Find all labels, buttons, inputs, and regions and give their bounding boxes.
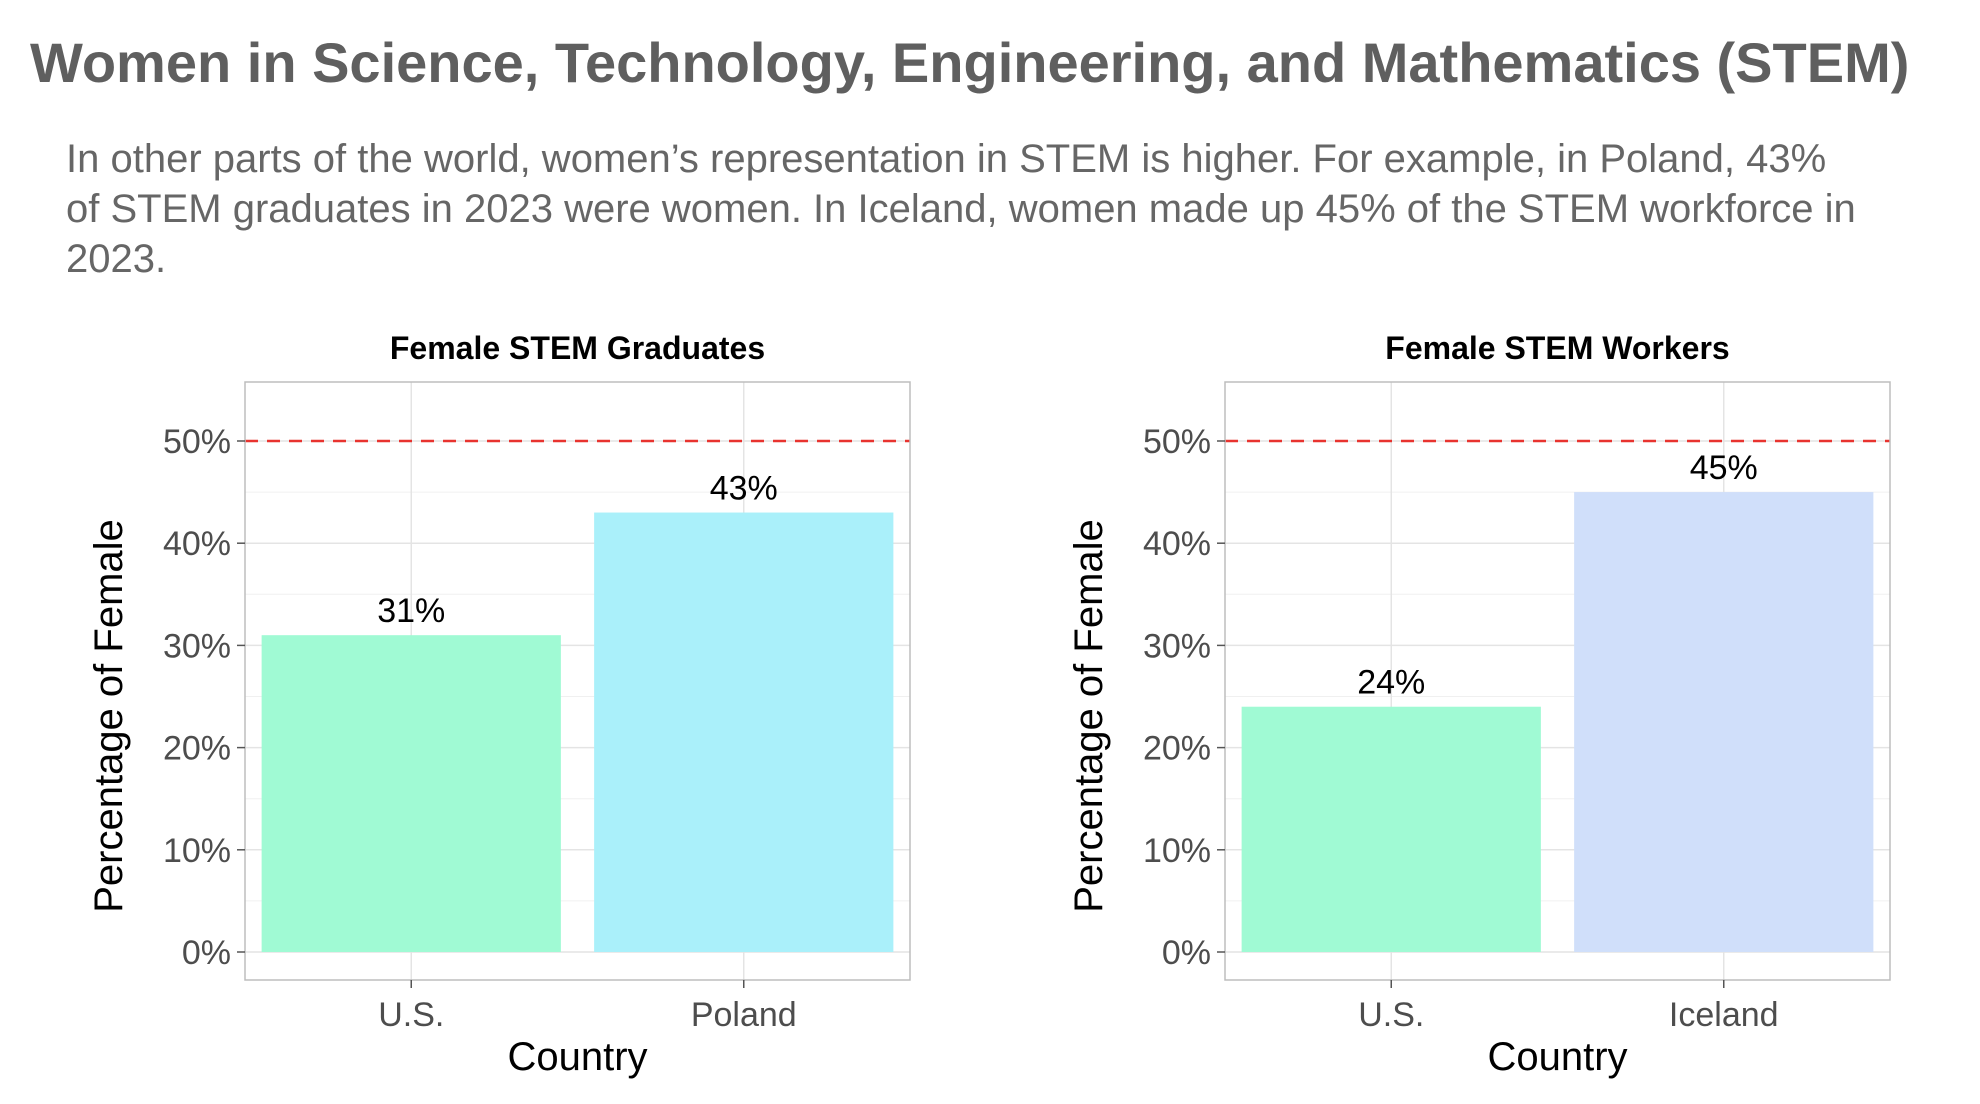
y-tick-label: 30% — [163, 627, 231, 665]
panel-border — [244, 381, 911, 981]
x-axis-label: Country — [1487, 1035, 1627, 1079]
bar-value-label: 31% — [377, 592, 445, 630]
x-axis-label: Country — [507, 1035, 647, 1079]
chart-workers-svg: Female STEM Workers 24% 45% 0% 10% 20% 30% 40% 5… — [1067, 330, 1891, 1079]
y-tick-label: 10% — [1143, 832, 1211, 870]
y-tick-label: 20% — [1143, 730, 1211, 768]
chart-female-stem-graduates: Female STEM Graduates 31% 43% 0% 10% 20% 30% 40… — [40, 310, 940, 1090]
panel-border — [1224, 381, 1891, 981]
y-tick-label: 10% — [163, 832, 231, 870]
chart-female-stem-workers: Female STEM Workers 24% 45% 0% 10% 20% 30% 40% 5… — [1020, 310, 1920, 1090]
y-tick-label: 0% — [1162, 934, 1211, 972]
x-tick-label: U.S. — [1358, 996, 1424, 1034]
y-axis-label: Percentage of Female — [87, 519, 131, 913]
x-tick-label: U.S. — [378, 996, 444, 1034]
y-tick-label: 40% — [163, 525, 231, 563]
bar-iceland — [1574, 492, 1874, 952]
y-axis-label: Percentage of Female — [1067, 519, 1111, 913]
chart-graduates-svg: Female STEM Graduates 31% 43% 0% 10% 20% 30% 40… — [87, 330, 911, 1079]
bar-value-label: 45% — [1690, 449, 1758, 487]
bar-poland — [594, 512, 894, 952]
bar-us — [1241, 706, 1541, 952]
bar-value-label: 43% — [710, 470, 778, 508]
chart-title: Female STEM Workers — [1385, 330, 1729, 366]
chart-title: Female STEM Graduates — [390, 330, 765, 366]
x-tick-label: Poland — [691, 996, 797, 1034]
y-tick-label: 50% — [163, 423, 231, 461]
y-tick-label: 30% — [1143, 627, 1211, 665]
y-tick-label: 50% — [1143, 423, 1211, 461]
x-tick-label: Iceland — [1669, 996, 1779, 1034]
page-title: Women in Science, Technology, Engineerin… — [30, 31, 1910, 94]
bar-us — [261, 635, 561, 952]
page-subtitle: In other parts of the world, women’s rep… — [66, 137, 1856, 281]
y-tick-label: 40% — [1143, 525, 1211, 563]
y-tick-label: 0% — [182, 934, 231, 972]
y-tick-label: 20% — [163, 730, 231, 768]
bar-value-label: 24% — [1357, 664, 1425, 702]
